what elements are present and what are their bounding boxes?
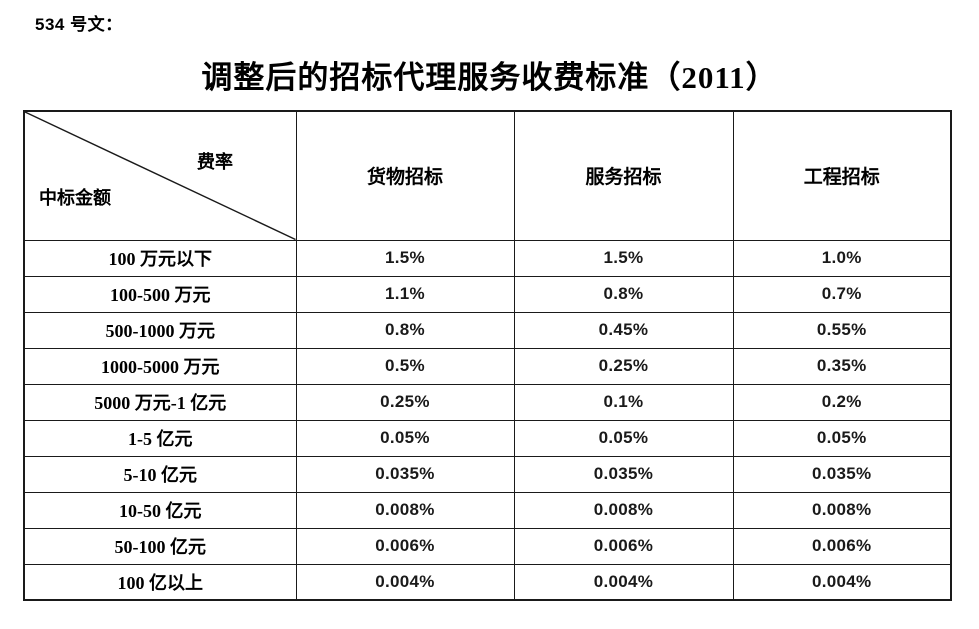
rate-cell: 0.45% bbox=[513, 311, 734, 349]
row-label: 500-1000 万元 bbox=[23, 311, 297, 349]
rate-cell: 1.0% bbox=[732, 239, 952, 277]
rate-cell: 0.008% bbox=[732, 491, 952, 529]
table-row: 50-100 亿元 0.006% 0.006% 0.006% bbox=[23, 527, 952, 565]
table-row: 5-10 亿元 0.035% 0.035% 0.035% bbox=[23, 455, 952, 493]
table-row: 100 万元以下 1.5% 1.5% 1.0% bbox=[23, 239, 952, 277]
rate-cell: 0.035% bbox=[732, 455, 952, 493]
rate-cell: 0.7% bbox=[732, 275, 952, 313]
rate-cell: 1.5% bbox=[513, 239, 734, 277]
diagonal-divider-line bbox=[25, 112, 296, 240]
rate-cell: 0.035% bbox=[513, 455, 734, 493]
rate-cell: 0.35% bbox=[732, 347, 952, 385]
rate-cell: 0.55% bbox=[732, 311, 952, 349]
table-row: 5000 万元-1 亿元 0.25% 0.1% 0.2% bbox=[23, 383, 952, 421]
doc-number-label: 534 号文： bbox=[35, 15, 123, 34]
corner-label-rate: 费率 bbox=[197, 152, 233, 172]
rate-cell: 0.035% bbox=[295, 455, 515, 493]
table-row: 1-5 亿元 0.05% 0.05% 0.05% bbox=[23, 419, 952, 457]
rate-cell: 0.004% bbox=[732, 563, 952, 601]
rate-cell: 1.5% bbox=[295, 239, 515, 277]
table-row: 1000-5000 万元 0.5% 0.25% 0.35% bbox=[23, 347, 952, 385]
rate-cell: 0.004% bbox=[513, 563, 734, 601]
table-row: 500-1000 万元 0.8% 0.45% 0.55% bbox=[23, 311, 952, 349]
page-title: 调整后的招标代理服务收费标准（2011） bbox=[201, 60, 778, 95]
row-label: 5-10 亿元 bbox=[23, 455, 297, 493]
rate-cell: 0.05% bbox=[295, 419, 515, 457]
table-row: 100 亿以上 0.004% 0.004% 0.004% bbox=[23, 563, 952, 601]
row-label: 1-5 亿元 bbox=[23, 419, 297, 457]
rate-cell: 0.004% bbox=[295, 563, 515, 601]
row-label: 50-100 亿元 bbox=[23, 527, 297, 565]
rate-cell: 1.1% bbox=[295, 275, 515, 313]
corner-label-amount: 中标金额 bbox=[39, 188, 111, 208]
rate-cell: 0.25% bbox=[295, 383, 515, 421]
row-label: 100-500 万元 bbox=[23, 275, 297, 313]
row-label: 1000-5000 万元 bbox=[23, 347, 297, 385]
rate-cell: 0.1% bbox=[513, 383, 734, 421]
rate-cell: 0.25% bbox=[513, 347, 734, 385]
column-header-goods: 货物招标 bbox=[295, 110, 515, 241]
rate-cell: 0.05% bbox=[732, 419, 952, 457]
rate-cell: 0.2% bbox=[732, 383, 952, 421]
rate-cell: 0.8% bbox=[295, 311, 515, 349]
row-label: 5000 万元-1 亿元 bbox=[23, 383, 297, 421]
rate-cell: 0.008% bbox=[513, 491, 734, 529]
rate-cell: 0.5% bbox=[295, 347, 515, 385]
column-header-service: 服务招标 bbox=[513, 110, 734, 241]
rate-cell: 0.006% bbox=[732, 527, 952, 565]
rate-cell: 0.05% bbox=[513, 419, 734, 457]
rate-cell: 0.006% bbox=[513, 527, 734, 565]
table-row: 10-50 亿元 0.008% 0.008% 0.008% bbox=[23, 491, 952, 529]
rate-cell: 0.006% bbox=[295, 527, 515, 565]
table-row: 100-500 万元 1.1% 0.8% 0.7% bbox=[23, 275, 952, 313]
column-header-engineering: 工程招标 bbox=[732, 110, 952, 241]
row-label: 10-50 亿元 bbox=[23, 491, 297, 529]
rate-cell: 0.008% bbox=[295, 491, 515, 529]
row-label: 100 亿以上 bbox=[23, 563, 297, 601]
fee-rate-table: 费率 中标金额 货物招标 服务招标 工程招标 100 万元以下 1.5% 1.5… bbox=[23, 110, 952, 601]
rate-cell: 0.8% bbox=[513, 275, 734, 313]
row-label: 100 万元以下 bbox=[23, 239, 297, 277]
table-header-row: 费率 中标金额 货物招标 服务招标 工程招标 bbox=[23, 110, 952, 241]
diagonal-corner-cell: 费率 中标金额 bbox=[23, 110, 297, 241]
